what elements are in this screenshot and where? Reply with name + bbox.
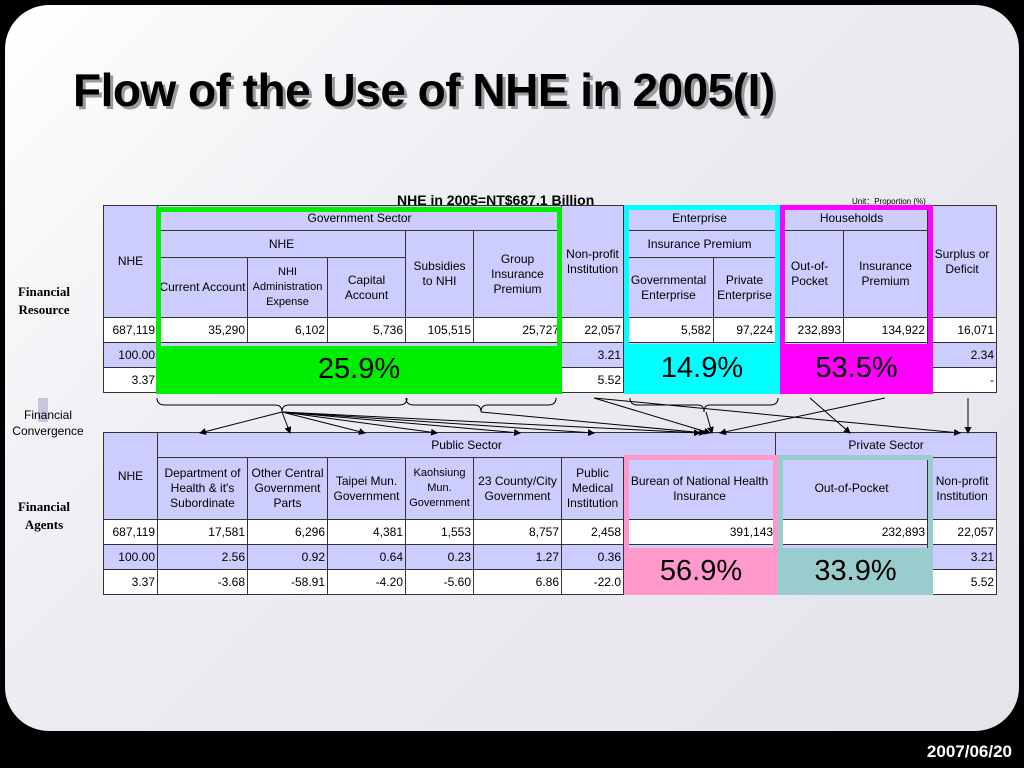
nhe-header: NHE [103, 205, 158, 318]
down-arrow-icon [38, 398, 48, 422]
private-sector-header: Private Sector [775, 432, 998, 458]
county-header: 23 County/City Government [473, 457, 562, 520]
t1-cell: 100.00 [103, 342, 158, 368]
financial-agents-label: Financial Agents [17, 499, 70, 532]
nhe-header: NHE [103, 432, 158, 520]
t2-cell: -5.60 [405, 569, 474, 595]
kaohsiung-header: Kaohsiung Mun. Government [405, 457, 474, 520]
t2-cell: 8,757 [473, 519, 562, 545]
out-of-pocket-percentage: 33.9% [782, 548, 929, 594]
subsidies-header: Subsidies to NHI [405, 230, 474, 318]
other-central-header: Other Central Government Parts [247, 457, 328, 520]
t2-cell: -58.91 [247, 569, 328, 595]
surplus-header: Surplus or Deficit [927, 205, 998, 318]
households-percentage: 53.5% [784, 344, 929, 392]
t2-cell: 6,296 [247, 519, 328, 545]
current-account-header: Current Account [157, 257, 248, 318]
slide-title: Flow of the Use of NHE in 2005(I) [73, 64, 775, 116]
t2-cell: 1,553 [405, 519, 474, 545]
t1-cell: 3.21 [561, 342, 625, 368]
t2-cell: 3.37 [103, 569, 158, 595]
unit-note: Unit：Proportion (%) [852, 197, 926, 206]
non-profit-header: Non-profit Institution [927, 457, 998, 520]
public-medical-header: Public Medical Institution [561, 457, 624, 520]
public-sector-header: Public Sector [156, 432, 777, 458]
gov-enterprise-header: Governmental Enterprise [623, 257, 715, 318]
hh-insurance-header: Insurance Premium [843, 230, 929, 318]
t2-cell: 687,119 [103, 519, 158, 545]
out-of-pocket-header: Out-of-Pocket [775, 457, 929, 520]
t2-cell: 0.23 [405, 544, 474, 570]
doh-header: Department of Health & it's Subordinate [157, 457, 248, 520]
t2-cell: -3.68 [157, 569, 248, 595]
non-profit-header: Non-profit Institution [561, 205, 625, 318]
t2-cell: 2.56 [157, 544, 248, 570]
t1-cell: 22,057 [561, 317, 625, 343]
t1-cell: 5,736 [327, 317, 406, 343]
enterprise-percentage: 14.9% [628, 344, 776, 392]
t1-cell: 687,119 [103, 317, 158, 343]
t1-cell: 3.37 [103, 367, 158, 393]
t2-cell: 4,381 [327, 519, 406, 545]
t2-cell: 1.27 [473, 544, 562, 570]
t1-cell: 97,224 [713, 317, 777, 343]
t1-cell: - [927, 367, 998, 393]
t2-cell: 5.52 [927, 569, 998, 595]
t2-cell: 0.64 [327, 544, 406, 570]
out-of-pocket-header: Out-of-Pocket [775, 230, 845, 318]
capital-account-header: Capital Account [327, 257, 406, 318]
financial-resource-label: Financial Resource [17, 284, 70, 317]
t2-cell: 17,581 [157, 519, 248, 545]
bnhi-header: Burean of National Health Insurance [622, 457, 777, 520]
government-percentage: 25.9% [160, 346, 558, 392]
footer-date: 2007/06/20 [926, 742, 1012, 761]
t1-cell: 105,515 [405, 317, 474, 343]
t2-cell: -22.0 [561, 569, 624, 595]
t1-cell: 2.34 [927, 342, 998, 368]
t1-cell: 16,071 [927, 317, 998, 343]
taipei-header: Taipei Mun. Government [327, 457, 406, 520]
t2-cell: 3.21 [927, 544, 998, 570]
financial-convergence-label: Financial Convergence [12, 408, 84, 438]
t2-cell: 100.00 [103, 544, 158, 570]
bnhi-percentage: 56.9% [628, 548, 774, 594]
t2-cell: 232,893 [775, 519, 929, 545]
t1-cell: 5.52 [561, 367, 625, 393]
t2-cell: -4.20 [327, 569, 406, 595]
t2-cell: 2,458 [561, 519, 624, 545]
group-insurance-header: Group Insurance Premium [472, 230, 563, 318]
t2-cell: 0.36 [561, 544, 624, 570]
t2-cell: 6.86 [473, 569, 562, 595]
t2-cell: 22,057 [927, 519, 998, 545]
t2-cell: 391,143 [622, 519, 777, 545]
t1-cell: 134,922 [843, 317, 929, 343]
table1-caption: NHE in 2005=NT$687.1 Billion [397, 192, 595, 208]
t2-cell: 0.92 [247, 544, 328, 570]
